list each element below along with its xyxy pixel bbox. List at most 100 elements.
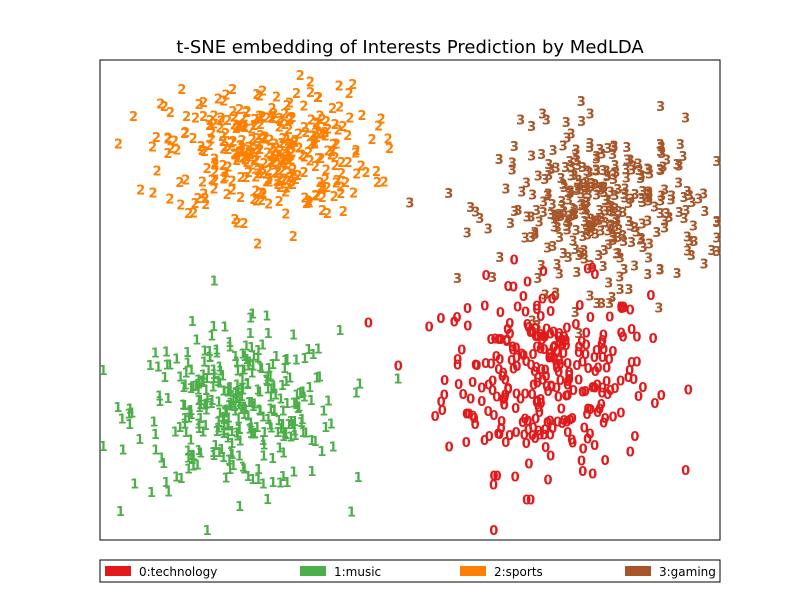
data-point-class-3: 3 [635, 164, 644, 179]
data-point-class-3: 3 [644, 164, 653, 179]
data-point-class-2: 2 [259, 188, 268, 203]
data-point-class-3: 3 [644, 194, 653, 209]
data-point-class-0: 0 [616, 407, 625, 422]
data-point-class-3: 3 [626, 220, 635, 235]
data-point-class-3: 3 [547, 208, 556, 223]
data-point-class-3: 3 [543, 242, 552, 257]
data-point-class-3: 3 [616, 283, 625, 298]
data-point-class-0: 0 [537, 333, 546, 348]
data-point-class-2: 2 [276, 144, 285, 159]
data-point-class-2: 2 [310, 136, 319, 151]
data-point-class-2: 2 [242, 143, 251, 158]
data-point-class-3: 3 [453, 272, 462, 287]
data-point-class-2: 2 [170, 135, 179, 150]
data-point-class-2: 2 [273, 164, 282, 179]
data-point-class-1: 1 [307, 394, 316, 409]
data-point-class-3: 3 [660, 184, 669, 199]
data-point-class-0: 0 [563, 379, 572, 394]
data-point-class-2: 2 [314, 152, 323, 167]
data-point-class-3: 3 [638, 218, 647, 233]
data-point-class-1: 1 [125, 403, 134, 418]
data-point-class-1: 1 [280, 427, 289, 442]
data-point-class-1: 1 [304, 343, 313, 358]
data-point-class-2: 2 [337, 156, 346, 171]
data-point-class-1: 1 [235, 434, 244, 449]
data-point-class-1: 1 [255, 404, 264, 419]
data-point-class-2: 2 [288, 167, 297, 182]
data-point-class-2: 2 [314, 91, 323, 106]
data-point-class-3: 3 [444, 187, 453, 202]
data-point-class-2: 2 [310, 138, 319, 153]
data-point-class-3: 3 [610, 189, 619, 204]
data-point-class-0: 0 [534, 401, 543, 416]
data-point-class-3: 3 [667, 194, 676, 209]
data-point-class-0: 0 [601, 454, 610, 469]
data-point-class-3: 3 [574, 327, 583, 342]
data-point-class-3: 3 [591, 227, 600, 242]
data-point-class-1: 1 [181, 426, 190, 441]
data-point-class-3: 3 [631, 188, 640, 203]
legend-swatch-2 [460, 566, 486, 576]
data-point-class-2: 2 [152, 131, 161, 146]
data-point-class-1: 1 [290, 425, 299, 440]
data-point-class-2: 2 [285, 171, 294, 186]
data-point-class-2: 2 [337, 167, 346, 182]
data-point-class-1: 1 [266, 403, 275, 418]
data-point-class-0: 0 [533, 395, 542, 410]
data-point-class-1: 1 [202, 372, 211, 387]
data-point-class-1: 1 [223, 386, 232, 401]
data-point-class-3: 3 [582, 218, 591, 233]
data-point-class-1: 1 [186, 449, 195, 464]
data-point-class-1: 1 [314, 343, 323, 358]
data-point-class-1: 1 [268, 358, 277, 373]
data-point-class-1: 1 [224, 412, 233, 427]
data-point-class-0: 0 [505, 327, 514, 342]
data-point-class-1: 1 [181, 378, 190, 393]
data-point-class-2: 2 [236, 140, 245, 155]
data-point-class-3: 3 [657, 141, 666, 156]
data-point-class-3: 3 [571, 243, 580, 258]
data-point-class-3: 3 [405, 196, 414, 211]
data-point-class-2: 2 [234, 120, 243, 135]
data-point-class-2: 2 [247, 123, 256, 138]
data-point-class-0: 0 [531, 330, 540, 345]
data-point-class-1: 1 [200, 345, 209, 360]
data-point-class-3: 3 [566, 185, 575, 200]
data-point-class-2: 2 [229, 135, 238, 150]
data-point-class-1: 1 [238, 383, 247, 398]
data-point-class-1: 1 [219, 427, 228, 442]
data-point-class-0: 0 [440, 374, 449, 389]
data-point-class-3: 3 [544, 169, 553, 184]
data-point-class-1: 1 [250, 427, 259, 442]
data-point-class-3: 3 [712, 216, 721, 231]
data-point-class-3: 3 [644, 186, 653, 201]
data-point-class-3: 3 [634, 158, 643, 173]
data-point-class-1: 1 [272, 350, 281, 365]
data-point-class-0: 0 [586, 403, 595, 418]
data-point-class-1: 1 [225, 399, 234, 414]
data-point-class-3: 3 [609, 173, 618, 188]
data-point-class-1: 1 [214, 396, 223, 411]
data-point-class-1: 1 [352, 386, 361, 401]
data-point-class-3: 3 [506, 217, 515, 232]
data-point-class-0: 0 [512, 352, 521, 367]
data-point-class-1: 1 [221, 406, 230, 421]
data-point-class-2: 2 [311, 189, 320, 204]
data-point-class-3: 3 [672, 158, 681, 173]
data-point-class-0: 0 [562, 415, 571, 430]
data-point-class-1: 1 [194, 378, 203, 393]
data-point-class-2: 2 [237, 134, 246, 149]
data-point-class-2: 2 [345, 112, 354, 127]
data-point-class-1: 1 [245, 423, 254, 438]
data-point-class-1: 1 [278, 418, 287, 433]
data-point-class-2: 2 [322, 115, 331, 130]
data-point-class-0: 0 [550, 340, 559, 355]
data-point-class-2: 2 [241, 150, 250, 165]
data-point-class-3: 3 [585, 166, 594, 181]
data-point-class-0: 0 [503, 323, 512, 338]
data-point-class-2: 2 [241, 154, 250, 169]
data-point-class-3: 3 [565, 155, 574, 170]
data-point-class-1: 1 [294, 401, 303, 416]
data-point-class-3: 3 [630, 260, 639, 275]
legend-label-3: 3:gaming [659, 565, 716, 579]
